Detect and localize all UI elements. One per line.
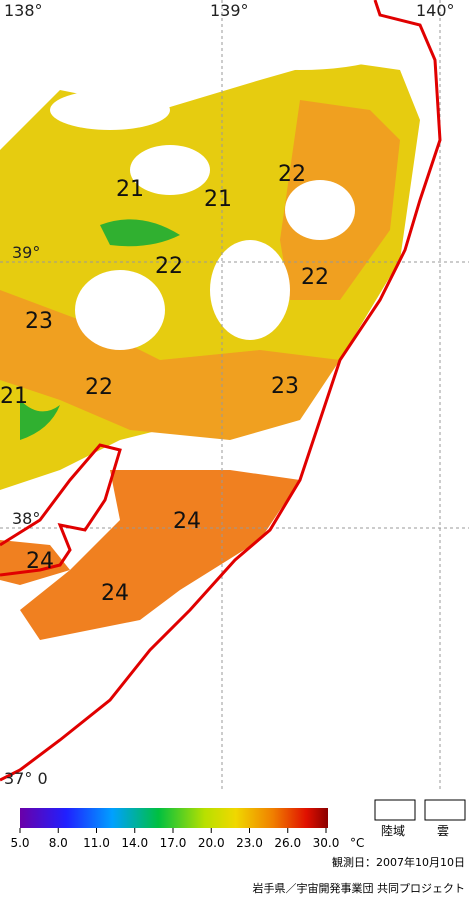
contour-label: 23 bbox=[271, 374, 299, 399]
colorbar-label: 14.0 bbox=[121, 836, 148, 850]
lat-label: 38° bbox=[12, 509, 40, 528]
colorbar-label: 30.0 bbox=[313, 836, 340, 850]
colorbar bbox=[20, 808, 328, 828]
contour-label: 24 bbox=[173, 509, 201, 534]
contour-label: 23 bbox=[25, 309, 53, 334]
lon-label: 139° bbox=[210, 1, 249, 20]
legend-cloud: 雲 bbox=[437, 824, 449, 838]
credit: 岩手県／宇宙開発事業団 共同プロジェクト bbox=[253, 881, 466, 895]
lon-label: 138° bbox=[4, 1, 43, 20]
lon-label: 140° bbox=[416, 1, 455, 20]
contour-label: 21 bbox=[204, 187, 232, 212]
contour-label: 22 bbox=[85, 375, 113, 400]
contour-label: 24 bbox=[101, 581, 129, 606]
colorbar-label: 11.0 bbox=[83, 836, 110, 850]
lat-label: 37° 0 bbox=[4, 769, 48, 788]
land-swatch bbox=[374, 799, 416, 821]
lat-label: 39° bbox=[12, 243, 40, 262]
contour-label: 24 bbox=[26, 549, 54, 574]
legend-land: 陸域 bbox=[381, 824, 405, 838]
colorbar-unit: °C bbox=[350, 836, 364, 850]
colorbar-label: 23.0 bbox=[236, 836, 263, 850]
colorbar-label: 8.0 bbox=[49, 836, 68, 850]
colorbar-label: 17.0 bbox=[160, 836, 187, 850]
coastline bbox=[0, 0, 442, 782]
sea-surface bbox=[0, 60, 420, 640]
contour-label: 22 bbox=[301, 265, 329, 290]
contour-label: 21 bbox=[0, 384, 28, 409]
cloud-swatch bbox=[424, 799, 466, 821]
date: 観測日：2007年10月10日 bbox=[332, 855, 465, 869]
contour-label: 22 bbox=[155, 254, 183, 279]
contour-label: 21 bbox=[116, 177, 144, 202]
colorbar-label: 20.0 bbox=[198, 836, 225, 850]
colorbar-label: 26.0 bbox=[274, 836, 301, 850]
colorbar-label: 5.0 bbox=[10, 836, 29, 850]
contour-label: 22 bbox=[278, 162, 306, 187]
